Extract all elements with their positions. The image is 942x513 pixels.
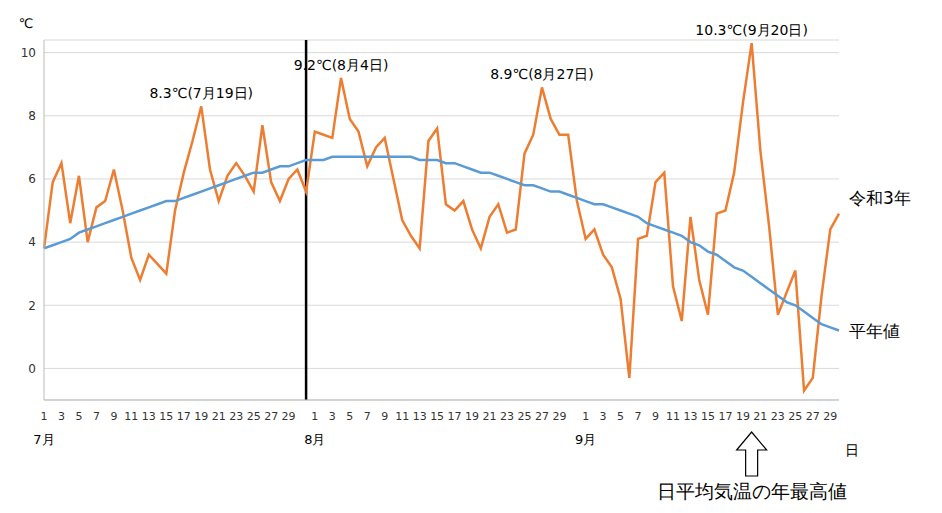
svg-text:11: 11 [666, 410, 680, 423]
svg-text:5: 5 [617, 410, 624, 423]
svg-text:9: 9 [652, 410, 659, 423]
svg-text:21: 21 [753, 410, 767, 423]
svg-text:25: 25 [788, 410, 802, 423]
svg-text:9.2℃(8月4日): 9.2℃(8月4日) [294, 57, 389, 73]
svg-text:19: 19 [736, 410, 750, 423]
svg-text:日: 日 [845, 442, 859, 458]
svg-text:7月: 7月 [33, 432, 54, 447]
svg-text:15: 15 [430, 410, 444, 423]
svg-text:29: 29 [282, 410, 296, 423]
svg-text:17: 17 [718, 410, 732, 423]
svg-text:17: 17 [448, 410, 462, 423]
svg-text:13: 13 [683, 410, 697, 423]
svg-text:3: 3 [329, 410, 336, 423]
svg-text:1: 1 [582, 410, 589, 423]
svg-text:11: 11 [124, 410, 138, 423]
svg-text:29: 29 [823, 410, 837, 423]
svg-text:23: 23 [771, 410, 785, 423]
svg-text:7: 7 [635, 410, 642, 423]
svg-text:0: 0 [28, 362, 36, 376]
svg-text:25: 25 [247, 410, 261, 423]
svg-text:13: 13 [142, 410, 156, 423]
svg-text:日平均気温の年最高値: 日平均気温の年最高値 [657, 480, 847, 502]
svg-text:27: 27 [535, 410, 549, 423]
svg-text:8: 8 [28, 109, 36, 123]
svg-text:8.3℃(7月19日): 8.3℃(7月19日) [149, 85, 253, 101]
svg-text:27: 27 [806, 410, 820, 423]
svg-text:3: 3 [600, 410, 607, 423]
svg-text:1: 1 [41, 410, 48, 423]
svg-text:5: 5 [75, 410, 82, 423]
svg-text:10.3℃(9月20日): 10.3℃(9月20日) [695, 22, 808, 38]
svg-text:10: 10 [21, 46, 36, 60]
svg-text:7: 7 [93, 410, 100, 423]
svg-text:7: 7 [364, 410, 371, 423]
svg-text:℃: ℃ [19, 16, 34, 31]
svg-text:21: 21 [483, 410, 497, 423]
svg-text:9月: 9月 [575, 432, 596, 447]
svg-text:11: 11 [395, 410, 409, 423]
svg-text:2: 2 [28, 299, 36, 313]
svg-text:8月: 8月 [304, 432, 325, 447]
svg-text:9: 9 [381, 410, 388, 423]
svg-text:1: 1 [311, 410, 318, 423]
svg-text:15: 15 [159, 410, 173, 423]
svg-text:8.9℃(8月27日): 8.9℃(8月27日) [490, 66, 594, 82]
svg-text:19: 19 [194, 410, 208, 423]
svg-text:23: 23 [500, 410, 514, 423]
svg-text:13: 13 [413, 410, 427, 423]
svg-text:19: 19 [465, 410, 479, 423]
svg-text:5: 5 [346, 410, 353, 423]
svg-text:17: 17 [177, 410, 191, 423]
svg-text:9: 9 [110, 410, 117, 423]
svg-text:平年値: 平年値 [849, 321, 900, 341]
svg-text:21: 21 [212, 410, 226, 423]
svg-text:6: 6 [28, 172, 36, 186]
svg-text:27: 27 [264, 410, 278, 423]
svg-text:3: 3 [58, 410, 65, 423]
svg-text:23: 23 [229, 410, 243, 423]
svg-text:29: 29 [552, 410, 566, 423]
svg-text:令和3年: 令和3年 [849, 188, 911, 208]
svg-text:25: 25 [517, 410, 531, 423]
svg-text:4: 4 [28, 235, 36, 249]
svg-text:15: 15 [701, 410, 715, 423]
